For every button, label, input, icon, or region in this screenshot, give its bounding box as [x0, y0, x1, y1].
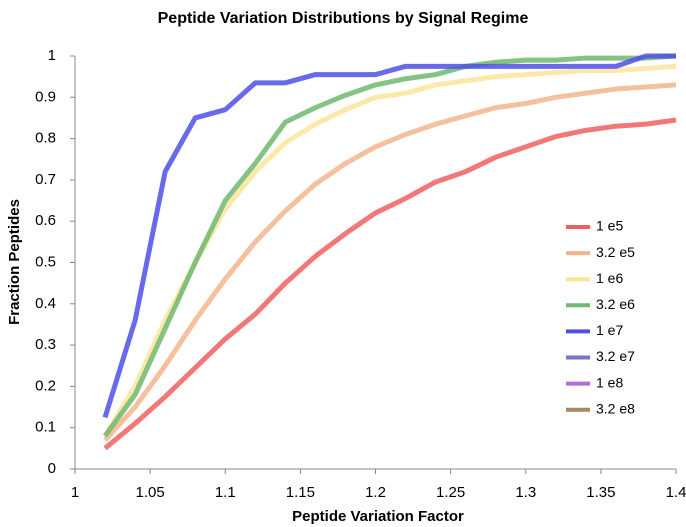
x-tick-label: 1 — [71, 484, 79, 501]
x-axis-title: Peptide Variation Factor — [292, 508, 464, 525]
legend-label: 1 e7 — [596, 322, 623, 338]
legend-label: 3.2 e6 — [596, 296, 635, 312]
y-tick-label: 0.7 — [35, 171, 56, 188]
series-line — [102, 53, 676, 419]
y-tick-label: 0.8 — [35, 130, 56, 147]
legend-label: 3.2 e5 — [596, 244, 635, 260]
legend-label: 3.2 e7 — [596, 348, 635, 364]
chart-title: Peptide Variation Distributions by Signa… — [158, 10, 529, 27]
legend-label: 1 e6 — [596, 270, 623, 286]
x-tick-label: 1.2 — [365, 484, 386, 501]
y-tick-label: 0.4 — [35, 295, 56, 312]
y-tick-label: 0.9 — [35, 88, 56, 105]
x-tick-label: 1.15 — [286, 484, 315, 501]
y-tick-label: 0.3 — [35, 336, 56, 353]
x-tick-label: 1.35 — [586, 484, 615, 501]
y-tick-label: 1 — [48, 47, 56, 64]
x-tick-label: 1.4 — [666, 484, 686, 501]
series-line — [103, 82, 677, 442]
y-tick-label: 0.6 — [35, 212, 56, 229]
legend-label: 1 e8 — [596, 374, 623, 390]
x-tick-label: 1.25 — [436, 484, 465, 501]
y-axis-title: Fraction Peptides — [6, 199, 23, 325]
y-tick-label: 0 — [48, 460, 56, 477]
series-line — [103, 117, 677, 451]
legend-label: 1 e5 — [596, 218, 623, 234]
series-line — [103, 53, 677, 438]
x-tick-label: 1.1 — [215, 484, 236, 501]
x-tick-label: 1.05 — [136, 484, 165, 501]
x-tick-label: 1.3 — [515, 484, 536, 501]
y-tick-label: 0.5 — [35, 253, 56, 270]
y-tick-label: 0.2 — [35, 377, 56, 394]
y-tick-label: 0.1 — [35, 419, 56, 436]
legend-label: 3.2 e8 — [596, 400, 635, 416]
